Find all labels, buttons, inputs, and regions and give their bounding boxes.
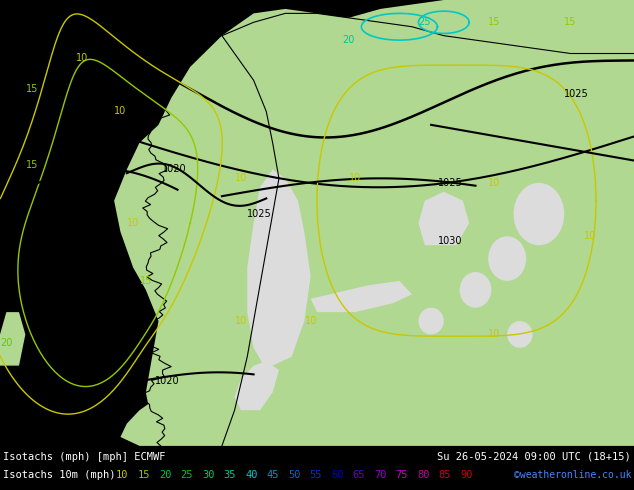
Text: 60: 60 [331,470,344,480]
Text: 25: 25 [181,470,193,480]
Text: 10: 10 [583,231,596,242]
Text: 1020: 1020 [155,376,180,386]
Text: 75: 75 [396,470,408,480]
Text: 30: 30 [202,470,214,480]
Text: 10: 10 [116,470,129,480]
Text: 1030: 1030 [437,236,462,246]
Text: 50: 50 [288,470,301,480]
Text: 45: 45 [266,470,279,480]
Text: 10: 10 [235,173,247,183]
Polygon shape [247,170,311,370]
Text: Su 26-05-2024 09:00 UTC (18+15): Su 26-05-2024 09:00 UTC (18+15) [437,452,631,462]
Text: ©weatheronline.co.uk: ©weatheronline.co.uk [514,470,631,480]
Text: 10: 10 [127,218,139,228]
Text: 15: 15 [25,160,38,170]
Ellipse shape [418,308,444,334]
Polygon shape [418,192,469,245]
Text: 35: 35 [224,470,236,480]
Polygon shape [114,0,634,446]
Text: 10: 10 [304,316,317,326]
Ellipse shape [488,236,526,281]
Text: 15: 15 [488,17,501,27]
Text: 90: 90 [460,470,472,480]
Polygon shape [120,401,165,446]
Text: 1025: 1025 [437,178,462,188]
Text: 10: 10 [235,316,247,326]
Text: 20: 20 [342,35,355,45]
Text: 10: 10 [349,173,361,183]
Text: 65: 65 [353,470,365,480]
Text: 15: 15 [564,17,577,27]
Text: 1025: 1025 [564,89,589,98]
Text: 40: 40 [245,470,257,480]
Text: 20: 20 [159,470,172,480]
Text: 1020: 1020 [51,196,75,206]
Text: 1020: 1020 [162,165,186,174]
Text: 85: 85 [439,470,451,480]
Text: 10: 10 [114,106,127,117]
Text: 10: 10 [76,53,89,63]
Text: 20: 20 [0,338,13,348]
Ellipse shape [507,321,533,348]
Text: 10: 10 [488,178,501,188]
Text: 15: 15 [139,276,152,286]
Text: 15: 15 [25,84,38,94]
Text: Isotachs (mph) [mph] ECMWF: Isotachs (mph) [mph] ECMWF [3,452,165,462]
Polygon shape [311,281,412,312]
Text: 25: 25 [418,17,431,27]
Polygon shape [0,312,25,366]
Text: 15: 15 [138,470,150,480]
Ellipse shape [514,183,564,245]
Text: 80: 80 [417,470,429,480]
Text: 70: 70 [374,470,387,480]
Text: 1025: 1025 [247,209,272,219]
Text: 10: 10 [488,329,501,340]
Text: Isotachs 10m (mph): Isotachs 10m (mph) [3,470,115,480]
Ellipse shape [460,272,491,308]
Text: 55: 55 [309,470,322,480]
Polygon shape [235,361,279,410]
